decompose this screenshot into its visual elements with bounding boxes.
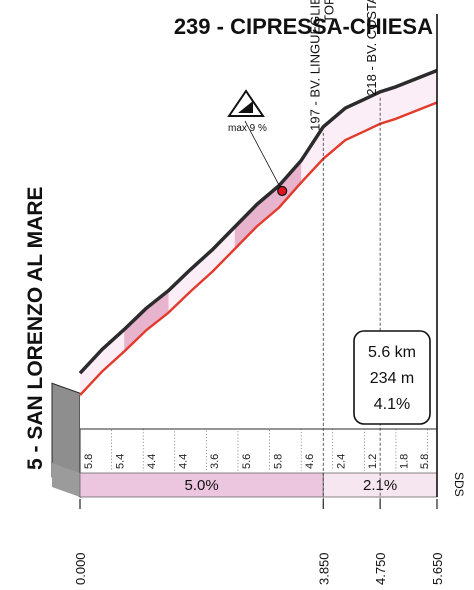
km-label: 3.850 — [316, 552, 331, 585]
summary-box: 5.6 km 234 m 4.1% — [353, 330, 431, 425]
end-code-label: SDS — [452, 472, 466, 497]
km-label: 5.650 — [430, 552, 445, 585]
segment-gradient-label: 1.8 — [399, 454, 411, 469]
segment-gradient-label: 3.6 — [209, 454, 221, 469]
elevation-fill — [80, 102, 437, 429]
elevation-top-edge — [78, 68, 438, 375]
steep-zones — [124, 160, 302, 352]
km-label: 4.750 — [373, 552, 388, 585]
km-axis: 0.000 3.850 4.750 5.650 — [73, 97, 445, 585]
max-gradient-marker — [277, 185, 288, 197]
segment-gradient-label: 4.4 — [146, 454, 158, 469]
section-gradient-label: 5.0% — [185, 477, 219, 494]
segment-gradient-label: 4.6 — [304, 454, 316, 469]
segment-gradient-labels: 5.8 5.4 4.4 4.4 3.6 5.6 5.8 4.6 2.4 1.2 1.8 5.8 — [83, 454, 431, 469]
elevation-line — [79, 101, 438, 397]
waypoint-label: 197 - BV. LINGUEGLIETTA — [307, 0, 322, 131]
summary-climb: 234 m — [370, 370, 414, 387]
waypoint-sublabel: TORN. SX — [321, 0, 336, 23]
segment-gradient-label: 4.4 — [178, 454, 190, 469]
segment-gradient-label: 5.6 — [241, 454, 253, 469]
summary-distance: 5.6 km — [368, 344, 416, 361]
warning-triangle — [227, 89, 265, 117]
slope-glyph — [238, 101, 253, 113]
km-label: 0.000 — [73, 552, 88, 585]
summary-average-gradient: 4.1% — [374, 396, 410, 413]
segment-gradient-label: 5.8 — [272, 454, 284, 469]
segment-gradient-label: 5.8 — [83, 454, 95, 469]
segment-gradient-label: 2.4 — [336, 454, 348, 469]
section-band-cell — [79, 472, 324, 498]
max-gradient-label: max 9 % — [228, 123, 267, 134]
elevation-top-band — [80, 70, 437, 396]
max-gradient-icon — [226, 88, 283, 192]
segment-gradient-label: 5.4 — [114, 454, 126, 469]
summary-frame — [353, 330, 431, 425]
segment-gradient-label: 1.2 — [367, 454, 379, 469]
waypoint-labels: 197 - BV. LINGUEGLIETTATORN. SX 218 - BV.… — [307, 0, 379, 131]
segment-gradient-label: 5.8 — [419, 454, 431, 469]
start-label: 5 - SAN LORENZO AL MARE — [24, 186, 47, 470]
chart-title: 239 - CIPRESSA-CHIESA — [174, 14, 433, 39]
waypoint-label: 218 - BV. COSTARAINERA — [364, 0, 379, 96]
section-band-side — [52, 463, 80, 497]
max-leader-line — [244, 120, 283, 192]
